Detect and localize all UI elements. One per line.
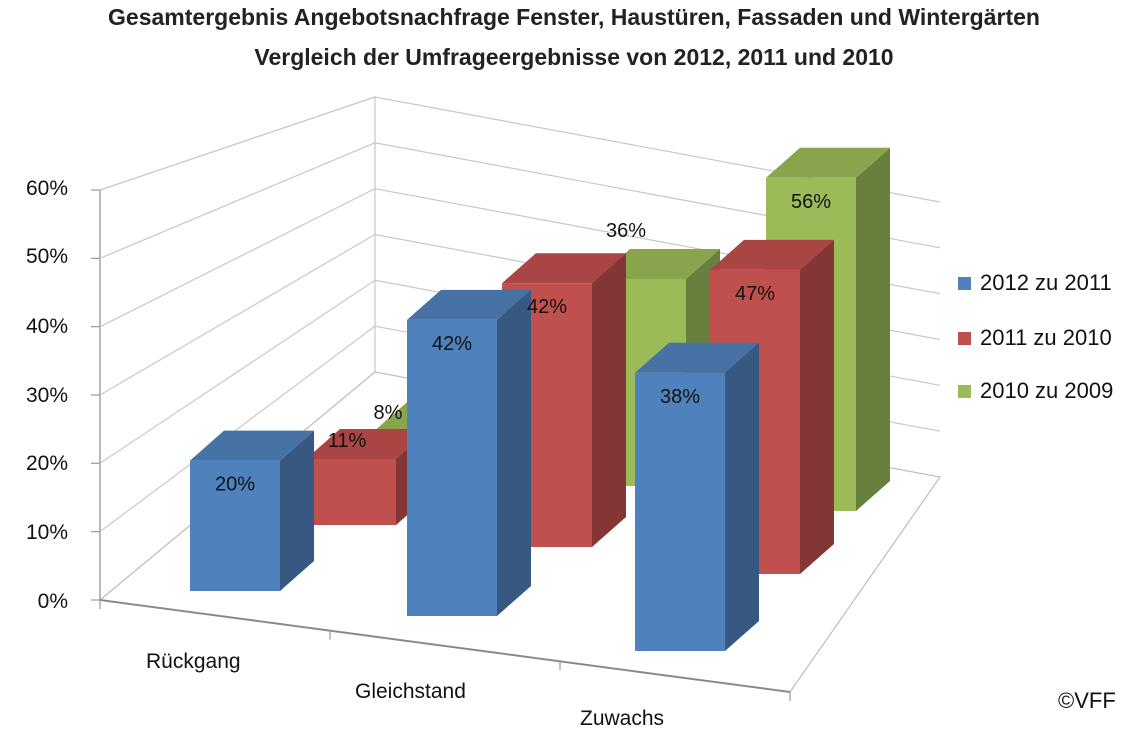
bar-top-face [596, 249, 720, 279]
bar-side-face [497, 289, 531, 616]
data-label: 38% [660, 386, 700, 408]
bar-front-face [407, 319, 497, 616]
y-tick-label: 60% [25, 177, 68, 200]
legend-label: 2012 zu 2011 [980, 270, 1112, 295]
data-label: 42% [432, 333, 472, 355]
bar-top-face [306, 429, 430, 459]
bar [635, 342, 759, 651]
y-tick-label: 40% [25, 315, 68, 338]
x-category-label: Zuwachs [580, 707, 665, 730]
bar-top-face [407, 289, 531, 320]
y-tick-label: 20% [25, 452, 68, 475]
data-label: 11% [328, 430, 367, 452]
bar-front-face [190, 460, 280, 591]
legend-swatch [958, 331, 971, 345]
bar [407, 289, 531, 616]
y-tick-label: 50% [25, 245, 68, 268]
legend-item: 2012 zu 2011 [958, 270, 1112, 296]
bar-side-face [856, 147, 890, 512]
data-label: 36% [606, 220, 646, 242]
bar-side-face [280, 430, 314, 591]
y-tick-label: 10% [25, 521, 68, 544]
bar-top-face [766, 147, 890, 178]
data-label: 42% [527, 296, 567, 318]
y-tick-label: 30% [25, 384, 68, 407]
bar-top-face [710, 239, 834, 270]
bar-top-face [635, 342, 759, 373]
x-category-label: Gleichstand [355, 680, 466, 703]
bar-front-face [306, 459, 396, 525]
legend-item: 2011 zu 2010 [958, 325, 1112, 351]
bar-top-face [190, 430, 314, 461]
data-label: 56% [791, 191, 831, 213]
gridline [99, 96, 941, 203]
bar-side-face [800, 239, 834, 574]
copyright-credit: ©VFF [1058, 688, 1116, 713]
legend-label: 2010 zu 2009 [980, 378, 1114, 403]
chart-subtitle: Vergleich der Umfrageergebnisse von 2012… [254, 44, 894, 70]
legend-swatch [958, 384, 971, 398]
bar-side-face [592, 253, 626, 547]
data-label: 47% [735, 283, 775, 305]
legend-label: 2011 zu 2010 [980, 325, 1112, 350]
bar-top-face [502, 253, 626, 284]
x-axis-line [99, 599, 791, 693]
chart-title: Gesamtergebnis Angebotsnachfrage Fenster… [108, 4, 1040, 30]
bar-side-face [725, 342, 759, 651]
data-label: 20% [215, 474, 255, 496]
legend-swatch [958, 276, 971, 290]
bar [190, 430, 314, 591]
bar-front-face [635, 372, 725, 651]
y-tick-label: 0% [37, 590, 68, 613]
gridline [99, 142, 941, 259]
legend-item: 2010 zu 2009 [958, 378, 1113, 404]
x-category-label: Rückgang [146, 650, 241, 673]
data-label: 8% [374, 402, 403, 424]
